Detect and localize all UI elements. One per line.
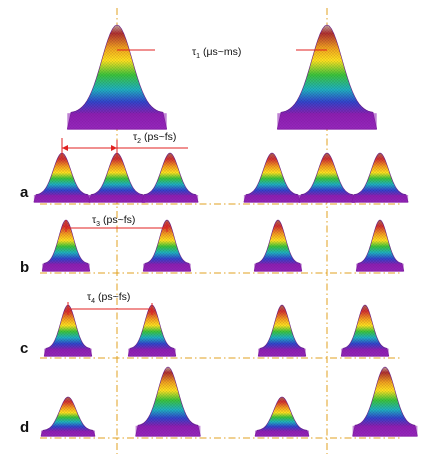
pulse-b-1 xyxy=(41,219,91,272)
row-label-a: a xyxy=(20,184,29,201)
tau3-label: τ3 (ps~fs) xyxy=(92,214,135,228)
pulse-d-4 xyxy=(352,366,418,437)
pulse-c-2 xyxy=(127,304,177,357)
tau2-arrow-left xyxy=(62,145,68,151)
pulse-b-4 xyxy=(355,219,405,272)
pulse-a-2 xyxy=(88,152,146,203)
pulse-a-6 xyxy=(351,152,409,203)
pulse-c-3 xyxy=(257,304,307,357)
pulse-a-3 xyxy=(141,152,199,203)
pulse-a-5 xyxy=(298,152,356,203)
tau4-label: τ4 (ps~fs) xyxy=(87,291,130,305)
guide-lines xyxy=(40,8,402,454)
top-pulse-left xyxy=(66,24,168,130)
pulse-a-4 xyxy=(243,152,301,203)
pulse-c-4 xyxy=(340,304,390,357)
pulse-d-2 xyxy=(135,366,201,437)
pulses-layer xyxy=(33,24,418,437)
tau2-label: τ2 (ps~fs) xyxy=(133,131,176,145)
tau1-label: τ1 (μs~ms) xyxy=(192,46,241,60)
tau2-arrow-right xyxy=(111,145,117,151)
annotation-markers xyxy=(61,49,327,315)
pulse-c-1 xyxy=(43,304,93,357)
row-label-c: c xyxy=(20,340,28,357)
row-label-d: d xyxy=(20,419,29,436)
pulse-d-1 xyxy=(40,396,96,437)
pulse-b-2 xyxy=(142,219,192,272)
pulse-b-3 xyxy=(253,219,303,272)
row-label-b: b xyxy=(20,259,29,276)
pulse-d-3 xyxy=(254,396,310,437)
top-pulse-right xyxy=(276,24,378,130)
pulse-a-1 xyxy=(33,152,91,203)
